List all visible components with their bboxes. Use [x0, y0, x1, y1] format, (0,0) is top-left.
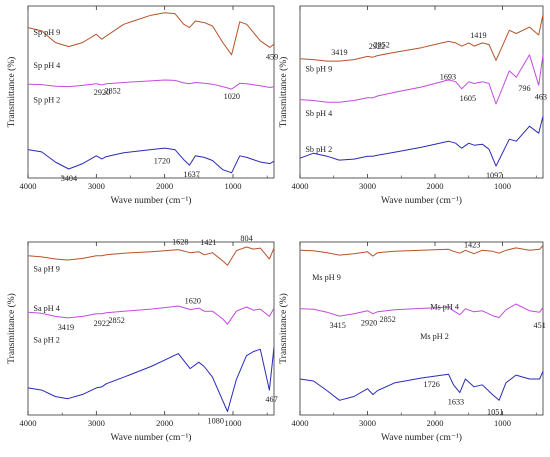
series-label: Sb pH 9: [305, 64, 332, 73]
peak-annotation: 1419: [470, 31, 486, 40]
peak-annotation: 1605: [460, 94, 476, 103]
x-axis-label: Wave number (cm⁻¹): [111, 432, 192, 443]
x-tick-label: 2000: [427, 181, 444, 191]
peak-annotation: 1080: [208, 417, 224, 426]
peak-annotation: 459: [266, 52, 278, 61]
x-tick-label: 2000: [427, 418, 444, 428]
x-tick-label: 4000: [20, 181, 37, 191]
x-tick-label: 3000: [88, 181, 105, 191]
peak-annotation: 2852: [108, 316, 124, 325]
peak-annotation: 2922: [369, 42, 385, 51]
series-line-sb-ph-9: [299, 14, 544, 62]
x-tick-label: 2000: [156, 181, 173, 191]
x-tick-label: 3000: [88, 418, 105, 428]
peak-annotation: 3415: [329, 321, 345, 330]
peak-annotation: 1720: [154, 157, 170, 166]
series-line-sb-ph-4: [299, 54, 544, 105]
series-line-sa-ph-4: [27, 305, 275, 325]
series-line-ms-ph-9: [299, 245, 544, 257]
y-axis-label: Transmittance (%): [6, 293, 17, 364]
x-tick-label: 1000: [225, 418, 242, 428]
peak-annotation: 1633: [448, 398, 464, 407]
peak-annotation: 1693: [440, 73, 456, 82]
x-tick-label: 3000: [359, 181, 376, 191]
y-axis-label: Transmittance (%): [278, 293, 289, 364]
x-tick-label: 4000: [292, 181, 309, 191]
x-axis-label: Wave number (cm⁻¹): [381, 432, 462, 443]
peak-annotation: 3404: [61, 174, 77, 183]
peak-annotation: 2852: [379, 315, 395, 324]
peak-annotation: 2920: [361, 319, 377, 328]
plot-frame: [299, 5, 544, 179]
x-tick-label: 2000: [156, 418, 173, 428]
peak-annotation: 3419: [331, 48, 347, 57]
x-tick-label: 4000: [292, 418, 309, 428]
peak-annotation: 2852: [104, 87, 120, 96]
chart-panel-4: 4000 3000 2000 1000 Wave number (cm⁻¹) Transm…: [278, 241, 546, 443]
peak-annotation: 1637: [183, 170, 199, 179]
peak-annotation: 1620: [185, 297, 201, 306]
series-line-sb-ph-2: [299, 116, 544, 167]
peak-annotation: 1726: [423, 380, 439, 389]
y-axis-label: Transmittance (%): [6, 57, 17, 128]
series-label: Sa pH 9: [33, 264, 59, 273]
peak-annotation: 1097: [486, 171, 502, 180]
series-line-sp-ph-2: [27, 147, 275, 174]
peak-annotation: 1051: [487, 407, 503, 416]
plot-frame: [27, 241, 275, 416]
series-label: Sb pH 4: [305, 109, 332, 118]
peak-annotation: 3419: [58, 323, 74, 332]
peak-annotation: 1423: [464, 241, 480, 250]
peak-annotation: 2922: [94, 319, 110, 328]
x-tick-label: 1000: [494, 418, 511, 428]
peak-annotation: 451: [534, 321, 546, 330]
series-line-sp-ph-9: [27, 12, 275, 56]
peak-annotation: 1020: [224, 92, 240, 101]
x-tick-label: 1000: [494, 181, 511, 191]
x-axis-label: Wave number (cm⁻¹): [381, 195, 462, 206]
plot-frame: [299, 241, 544, 416]
plot-frame: [27, 5, 275, 179]
series-label: Sp pH 9: [33, 28, 60, 37]
x-tick-label: 4000: [20, 418, 37, 428]
peak-annotation: 467: [265, 395, 277, 404]
series-line-sa-ph-2: [27, 347, 275, 412]
peak-annotation: 2852: [373, 41, 389, 50]
series-label: Sa pH 2: [33, 335, 59, 344]
series-label: Sa pH 4: [33, 304, 59, 313]
peak-annotation: 2920: [94, 88, 110, 97]
x-tick-label: 3000: [359, 418, 376, 428]
peak-annotation: 796: [518, 84, 530, 93]
chart-panel-2: 4000 3000 2000 1000 Wave number (cm⁻¹) Transm…: [278, 5, 547, 206]
chart-panel-1: 4000 3000 2000 1000 Wave number (cm⁻¹) Transm…: [6, 5, 278, 206]
series-line-ms-ph-4: [299, 303, 544, 319]
y-axis-label: Transmittance (%): [278, 57, 289, 128]
peak-annotation: 1628: [172, 238, 188, 247]
chart-panel-3: 4000 3000 2000 1000 Wave number (cm⁻¹) Transm…: [6, 234, 278, 443]
series-label: Ms pH 9: [312, 273, 341, 282]
x-axis-label: Wave number (cm⁻¹): [111, 195, 192, 206]
series-label: Sb pH 2: [305, 145, 332, 154]
series-line-ms-ph-2: [299, 371, 544, 401]
x-tick-label: 1000: [225, 181, 242, 191]
series-line-sp-ph-4: [27, 79, 275, 90]
series-label: Ms pH 2: [420, 332, 449, 341]
peak-annotation: 804: [240, 234, 252, 243]
series-label: Sp pH 4: [33, 61, 60, 70]
series-label: Ms pH 4: [430, 302, 459, 311]
peak-annotation: 463: [535, 92, 547, 101]
peak-annotation: 1421: [200, 238, 216, 247]
series-label: Sp pH 2: [33, 95, 60, 104]
series-line-sa-ph-9: [27, 246, 275, 266]
